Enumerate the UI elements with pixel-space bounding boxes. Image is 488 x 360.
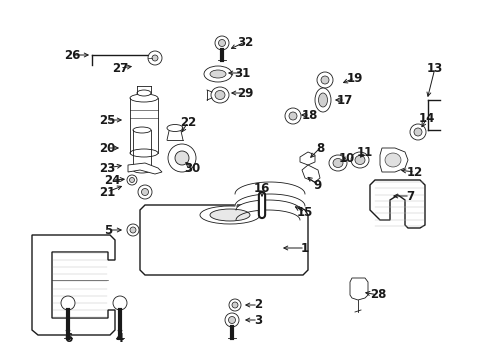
Text: 10: 10: [338, 152, 354, 165]
Polygon shape: [32, 235, 115, 335]
Circle shape: [61, 296, 75, 310]
Text: 15: 15: [296, 206, 312, 219]
Text: 6: 6: [64, 332, 72, 345]
Ellipse shape: [332, 158, 342, 167]
Circle shape: [228, 299, 241, 311]
Polygon shape: [302, 165, 319, 182]
Circle shape: [413, 128, 421, 136]
Ellipse shape: [130, 94, 158, 102]
Text: 9: 9: [313, 179, 322, 192]
Ellipse shape: [167, 125, 183, 131]
Text: 21: 21: [99, 185, 115, 198]
Ellipse shape: [354, 156, 364, 165]
Text: 1: 1: [300, 242, 308, 255]
Circle shape: [215, 36, 228, 50]
Circle shape: [316, 72, 332, 88]
Ellipse shape: [133, 167, 151, 173]
Ellipse shape: [137, 90, 151, 96]
Text: 31: 31: [233, 67, 250, 80]
Text: 14: 14: [418, 112, 434, 125]
Circle shape: [152, 55, 158, 61]
Ellipse shape: [314, 88, 330, 112]
Ellipse shape: [130, 149, 158, 157]
Ellipse shape: [350, 152, 368, 168]
Ellipse shape: [210, 87, 228, 103]
Circle shape: [175, 151, 189, 165]
Circle shape: [285, 108, 301, 124]
Ellipse shape: [133, 127, 151, 133]
Text: 28: 28: [369, 288, 386, 302]
Text: 27: 27: [112, 62, 128, 75]
Circle shape: [127, 224, 139, 236]
Text: 2: 2: [253, 298, 262, 311]
Ellipse shape: [200, 206, 260, 224]
Ellipse shape: [328, 155, 346, 171]
Text: 8: 8: [315, 141, 324, 154]
Circle shape: [127, 175, 137, 185]
Text: 20: 20: [99, 141, 115, 154]
Ellipse shape: [203, 66, 231, 82]
Circle shape: [138, 185, 152, 199]
Text: 30: 30: [183, 162, 200, 175]
Text: 12: 12: [406, 166, 422, 179]
Polygon shape: [349, 278, 367, 300]
Text: 16: 16: [253, 181, 270, 194]
Text: 26: 26: [63, 49, 80, 62]
Ellipse shape: [318, 93, 327, 107]
Circle shape: [231, 302, 238, 308]
Polygon shape: [379, 148, 407, 172]
Polygon shape: [128, 163, 162, 174]
Text: 7: 7: [405, 189, 413, 202]
Text: 22: 22: [180, 116, 196, 129]
Circle shape: [113, 296, 127, 310]
Ellipse shape: [209, 209, 249, 221]
Text: 25: 25: [99, 113, 115, 126]
Circle shape: [218, 40, 225, 46]
Polygon shape: [299, 152, 314, 165]
Text: 3: 3: [253, 314, 262, 327]
Ellipse shape: [384, 153, 400, 167]
Ellipse shape: [209, 70, 225, 78]
Polygon shape: [140, 205, 307, 275]
Polygon shape: [369, 180, 424, 228]
Text: 24: 24: [103, 174, 120, 186]
Circle shape: [320, 76, 328, 84]
Text: 18: 18: [301, 108, 318, 122]
Circle shape: [129, 177, 134, 183]
Circle shape: [148, 51, 162, 65]
Ellipse shape: [215, 90, 224, 99]
Text: 23: 23: [99, 162, 115, 175]
Text: 19: 19: [346, 72, 363, 85]
Text: 17: 17: [336, 94, 352, 107]
Text: 11: 11: [356, 145, 372, 158]
Circle shape: [130, 227, 136, 233]
Text: 4: 4: [116, 332, 124, 345]
Text: 13: 13: [426, 62, 442, 75]
Circle shape: [141, 189, 148, 195]
Text: 29: 29: [236, 86, 253, 99]
Circle shape: [224, 313, 239, 327]
Text: 5: 5: [103, 224, 112, 237]
Text: 32: 32: [236, 36, 253, 49]
Circle shape: [409, 124, 425, 140]
Circle shape: [288, 112, 296, 120]
Circle shape: [228, 316, 235, 324]
Circle shape: [168, 144, 196, 172]
